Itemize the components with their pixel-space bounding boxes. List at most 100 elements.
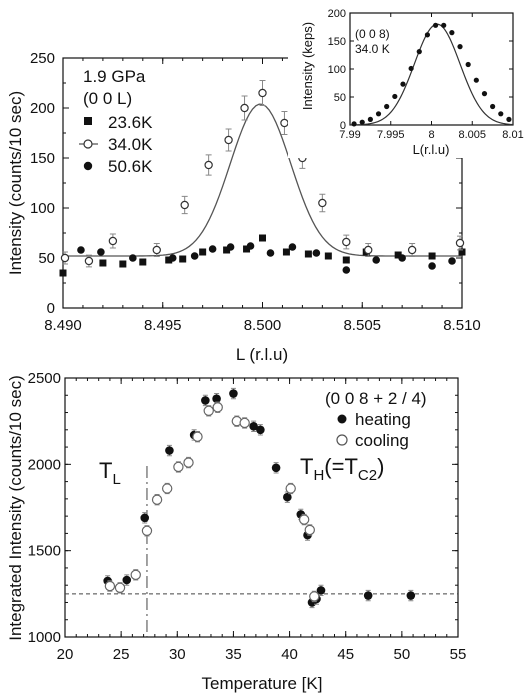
legend-label-23.6K: 23.6K [108,113,153,132]
inset-data-point [432,22,439,28]
y-tick-label: 100 [328,64,346,76]
inset-data-point [506,116,512,122]
data-point-34.0K [152,245,161,255]
data-point-heating [271,463,281,473]
y-tick-label: 200 [30,100,55,117]
inset-tick-labels: 7.99 7.995 8 8.005 8.01 0 50 100 150 200 [328,8,524,141]
top-data-points [59,80,466,277]
x-tick-label: 7.995 [377,129,405,141]
inset-y-axis-label: Intensity (keps) [300,22,315,110]
inset-data-point [367,116,373,122]
legend-marker-open-circle [83,139,93,149]
inset-data-point [351,121,357,127]
data-point-34.0K [60,253,70,263]
data-point-cooling [104,580,116,592]
data-point-23.6K [259,234,266,242]
legend-marker-cooling [336,434,348,446]
data-point-23.6K [394,251,402,259]
y-tick-label: 2500 [28,370,61,387]
data-point-34.0K [204,160,213,170]
data-point-34.0K [455,238,465,248]
y-tick-label: 1000 [28,629,61,646]
x-tick-label: 8.005 [458,129,486,141]
legend-label-34.0K: 34.0K [108,135,153,154]
annotation-T_H: TH(=TC2) [300,454,384,484]
x-tick-label: 8.510 [443,317,481,334]
data-point-23.6K [282,248,290,256]
data-point-50.6K [398,254,406,262]
y-tick-label: 150 [30,150,55,167]
data-point-23.6K [199,248,207,256]
bottom-legend: heating cooling [336,410,411,450]
data-point-50.6K [97,248,105,256]
inset-data-point [375,111,382,117]
data-point-heating [256,425,265,435]
top-x-axis-label: L (r.l.u) [236,345,288,364]
top-annotation-reflection: (0 0 L) [83,89,132,108]
x-tick-label: 20 [57,646,74,663]
legend-marker-heating [337,414,347,424]
inset-data-point [384,103,390,110]
data-point-heating [229,389,238,398]
inset-fit-line [349,23,514,126]
legend-label-heating: heating [355,410,411,429]
data-point-50.6K [448,257,456,265]
inset-data-point [457,44,463,50]
data-point-50.6K [208,245,217,253]
data-point-34.0K [280,118,289,128]
data-point-34.0K [224,135,233,145]
bottom-data-points [103,387,416,609]
inset-data-point [490,103,496,110]
y-tick-label: 50 [38,250,55,267]
data-point-50.6K [77,246,85,254]
data-point-34.0K [180,200,189,210]
data-point-50.6K [372,256,381,264]
data-point-34.0K [240,103,249,113]
inset-x-axis-label: L(r.l.u) [413,142,450,157]
data-point-heating [212,394,221,404]
data-point-cooling [192,431,203,442]
data-point-23.6K [59,269,67,277]
inset-background [288,0,526,158]
legend-marker-square [84,117,92,125]
data-point-cooling [151,494,163,505]
x-tick-label: 45 [337,646,354,663]
data-point-34.0K [318,198,327,208]
data-point-23.6K [165,256,173,264]
data-point-cooling [161,483,173,494]
data-point-23.6K [458,248,466,256]
data-point-23.6K [324,252,332,260]
y-tick-label: 0 [47,300,55,317]
data-point-heating [165,446,174,455]
inset-data-point [424,32,431,38]
inset-annotation-reflection: (0 0 8) [355,27,390,41]
data-point-cooling [304,524,315,536]
data-point-50.6K [342,266,351,274]
y-tick-label: 150 [328,36,346,48]
x-tick-label: 50 [394,646,411,663]
data-point-50.6K [246,242,255,250]
bottom-x-axis-label: Temperature [K] [202,674,323,693]
legend-marker-filled-circle [83,161,93,171]
inset-data-point [441,22,447,28]
data-point-50.6K [226,243,235,251]
y-tick-label: 100 [30,200,55,217]
data-point-heating [406,591,416,600]
legend-label-cooling: cooling [355,431,409,450]
data-point-23.6K [342,256,350,264]
inset-data-point [416,49,422,55]
data-point-50.6K [129,254,137,262]
data-point-cooling [212,402,223,413]
data-point-heating [363,591,373,600]
top-y-axis-label: Intensity (counts/10 sec) [6,91,25,275]
data-point-cooling [285,483,296,494]
y-tick-label: 50 [334,92,346,104]
bottom-y-axis-label: Integrated Intensity (counts/10 sec) [6,375,25,641]
data-point-23.6K [119,260,127,268]
x-tick-label: 35 [225,646,242,663]
inset-data-point [473,77,479,83]
x-tick-label: 8.490 [44,317,82,334]
data-point-23.6K [243,245,251,253]
inset-data-point [392,93,398,100]
